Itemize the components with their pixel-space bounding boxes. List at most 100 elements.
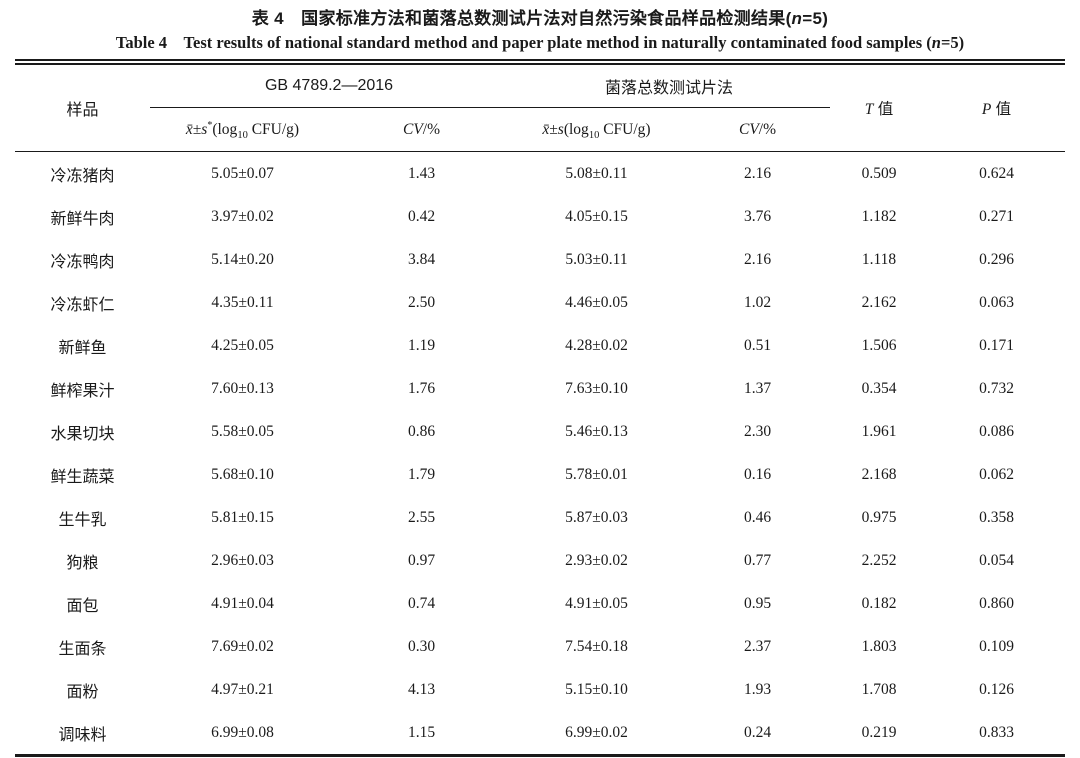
table-row: 调味料 6.99±0.08 1.15 6.99±0.02 0.24 0.219 0.833: [15, 711, 1065, 756]
cell-t: 0.182: [861, 594, 897, 612]
cell-gb-cv: 0.30: [407, 637, 436, 655]
cv-unit: /%: [422, 120, 441, 138]
cell-pp-cv: 2.30: [743, 422, 772, 440]
table-title-en-nvar: n: [931, 33, 941, 52]
cell-t: 1.182: [861, 207, 897, 225]
cell-gb-mean: 3.97±0.02: [211, 207, 274, 225]
column-header-pp-mean: x̄±s(log10 CFU/g): [508, 107, 685, 152]
column-group-paper-plate-method: 菌落总数测试片法: [508, 62, 831, 108]
table-row: 鲜生蔬菜 5.68±0.10 1.79 5.78±0.01 0.16 2.168 0.062: [15, 453, 1065, 496]
cell-sample: 鲜生蔬菜: [50, 468, 115, 486]
cell-pp-mean: 5.03±0.11: [565, 250, 628, 268]
table-title-en-text: Table 4 Test results of national standar…: [115, 33, 932, 52]
unit-suffix: CFU/g): [599, 120, 651, 138]
mean-symbol: x̄±s: [542, 120, 564, 138]
cell-p: 0.624: [979, 164, 1014, 182]
table-row: 面包 4.91±0.04 0.74 4.91±0.05 0.95 0.182 0.860: [15, 582, 1065, 625]
cell-gb-mean: 2.96±0.03: [211, 551, 274, 569]
cell-gb-cv: 2.55: [407, 508, 436, 526]
cell-pp-cv: 1.93: [743, 680, 772, 698]
cell-pp-mean: 5.78±0.01: [565, 465, 628, 483]
cell-pp-mean: 7.63±0.10: [565, 379, 628, 397]
cell-pp-cv: 2.16: [743, 164, 772, 182]
table-row: 冷冻猪肉 5.05±0.07 1.43 5.08±0.11 2.16 0.509 0.624: [15, 152, 1065, 196]
cell-p: 0.271: [979, 207, 1014, 225]
cell-pp-mean: 5.08±0.11: [565, 164, 628, 182]
cell-gb-mean: 5.05±0.07: [211, 164, 274, 182]
cell-gb-mean: 6.99±0.08: [211, 723, 274, 741]
asterisk-superscript: *: [207, 119, 213, 131]
cell-gb-mean: 7.69±0.02: [211, 637, 274, 655]
cell-sample: 水果切块: [50, 425, 115, 443]
log-subscript: 10: [237, 129, 248, 141]
cell-p: 0.126: [979, 680, 1014, 698]
cell-gb-cv: 1.19: [407, 336, 436, 354]
cell-pp-mean: 6.99±0.02: [565, 723, 628, 741]
cell-pp-cv: 0.77: [743, 551, 772, 569]
cell-pp-mean: 4.91±0.05: [565, 594, 628, 612]
cell-sample: 冷冻猪肉: [50, 167, 115, 185]
cell-pp-mean: 4.46±0.05: [565, 293, 628, 311]
cell-pp-cv: 0.16: [743, 465, 772, 483]
cell-p: 0.062: [979, 465, 1014, 483]
cell-pp-mean: 4.05±0.15: [565, 207, 628, 225]
cell-pp-cv: 0.24: [743, 723, 772, 741]
cell-pp-mean: 2.93±0.02: [565, 551, 628, 569]
cell-gb-mean: 4.35±0.11: [211, 293, 274, 311]
cell-gb-mean: 5.81±0.15: [211, 508, 274, 526]
table-row: 新鲜牛肉 3.97±0.02 0.42 4.05±0.15 3.76 1.182 0.271: [15, 195, 1065, 238]
cell-t: 1.708: [861, 680, 897, 698]
cell-gb-cv: 0.97: [407, 551, 436, 569]
column-header-gb-cv: CV/%: [335, 107, 508, 152]
cell-p: 0.063: [979, 293, 1014, 311]
column-header-p-value: P 值: [928, 62, 1066, 152]
header-sub-row: x̄±s*(log10 CFU/g) CV/% x̄±s(log10 CFU/g…: [15, 107, 1065, 152]
p-label: 值: [991, 101, 1012, 118]
cell-t: 2.162: [861, 293, 897, 311]
cell-t: 2.252: [861, 551, 897, 569]
cv-unit: /%: [758, 120, 777, 138]
cell-gb-cv: 1.76: [407, 379, 436, 397]
cell-gb-cv: 1.43: [407, 164, 436, 182]
cell-p: 0.109: [979, 637, 1014, 655]
log-subscript: 10: [588, 129, 600, 141]
cell-sample: 面粉: [66, 683, 99, 701]
cell-gb-mean: 5.68±0.10: [211, 465, 274, 483]
cell-gb-cv: 0.74: [407, 594, 436, 612]
cell-p: 0.054: [979, 551, 1014, 569]
cell-pp-mean: 5.46±0.13: [565, 422, 628, 440]
cell-gb-mean: 4.97±0.21: [211, 680, 274, 698]
cell-pp-cv: 3.76: [743, 207, 772, 225]
cell-pp-cv: 1.02: [743, 293, 772, 311]
table-row: 冷冻虾仁 4.35±0.11 2.50 4.46±0.05 1.02 2.162 0.063: [15, 281, 1065, 324]
p-symbol: P: [981, 101, 992, 118]
cell-gb-mean: 7.60±0.13: [211, 379, 274, 397]
cell-sample: 狗粮: [66, 554, 99, 572]
cell-sample: 调味料: [58, 726, 107, 744]
cell-pp-mean: 5.87±0.03: [565, 508, 628, 526]
cell-t: 0.975: [861, 508, 897, 526]
table-row: 冷冻鸭肉 5.14±0.20 3.84 5.03±0.11 2.16 1.118 0.296: [15, 238, 1065, 281]
column-group-gb-method: GB 4789.2—2016: [150, 62, 508, 108]
cell-t: 0.219: [861, 723, 897, 741]
cell-sample: 生面条: [58, 640, 107, 658]
cell-sample: 新鲜牛肉: [50, 210, 115, 228]
cell-t: 2.168: [861, 465, 897, 483]
cell-t: 1.506: [861, 336, 897, 354]
table-header: 样品 GB 4789.2—2016 菌落总数测试片法 T 值 P 值 x̄±s*…: [15, 62, 1066, 152]
table-title-en: Table 4 Test results of national standar…: [15, 31, 1065, 59]
table-body: 冷冻猪肉 5.05±0.07 1.43 5.08±0.11 2.16 0.509 0.624…: [15, 152, 1065, 756]
cell-sample: 面包: [66, 597, 99, 615]
table-title-en-post: =5): [940, 33, 965, 52]
cell-t: 1.961: [861, 422, 897, 440]
cell-p: 0.086: [979, 422, 1014, 440]
cell-gb-cv: 3.84: [407, 250, 436, 268]
cell-p: 0.171: [979, 336, 1014, 354]
cell-gb-cv: 0.86: [407, 422, 436, 440]
table-row: 狗粮 2.96±0.03 0.97 2.93±0.02 0.77 2.252 0.054: [15, 539, 1065, 582]
cell-pp-cv: 0.51: [743, 336, 772, 354]
cv-symbol: CV: [402, 120, 423, 138]
column-header-sample: 样品: [15, 62, 150, 152]
cell-p: 0.860: [979, 594, 1014, 612]
cell-sample: 鲜榨果汁: [50, 382, 115, 400]
